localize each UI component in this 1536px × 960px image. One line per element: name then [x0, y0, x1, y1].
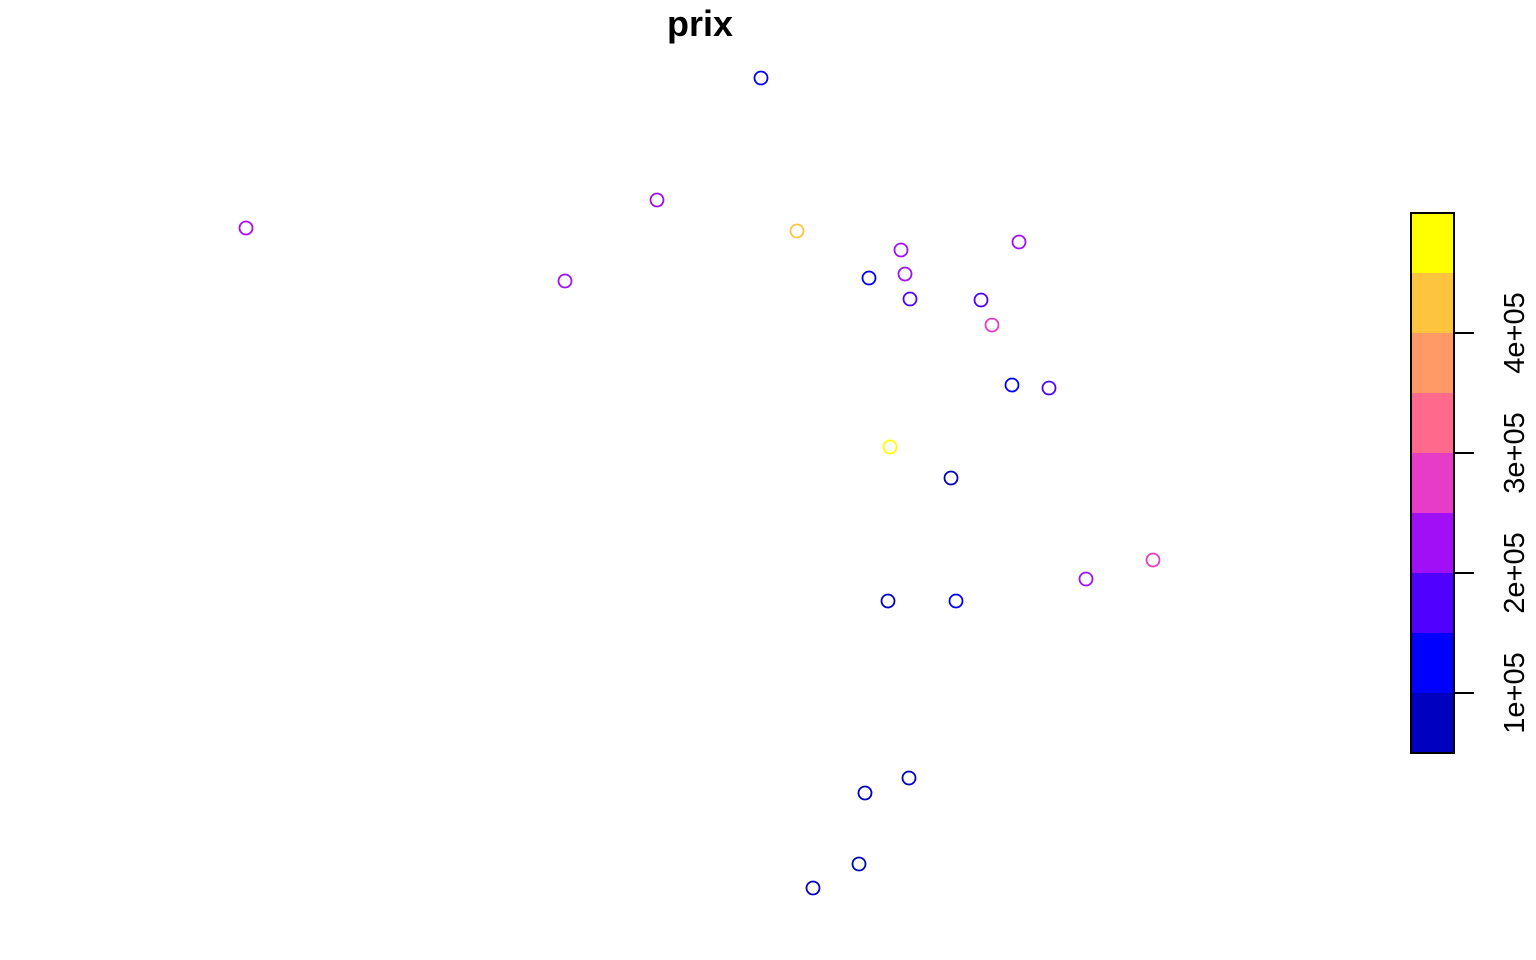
scatter-point-2 — [649, 192, 665, 208]
colorbar-swatch-7 — [1411, 273, 1454, 333]
scatter-point-10 — [973, 292, 989, 308]
colorbar-legend: 1e+05 2e+05 3e+05 4e+05 — [1410, 212, 1531, 754]
scatter-point-12 — [1004, 377, 1020, 393]
colorbar-tick-label-1: 2e+05 — [1499, 532, 1531, 613]
scatter-point-3 — [789, 223, 805, 239]
colorbar-swatch-5 — [1411, 393, 1454, 453]
colorbar-tick-label-0: 1e+05 — [1499, 652, 1531, 733]
scatter-point-6 — [1011, 234, 1027, 250]
scatter-point-22 — [851, 856, 867, 872]
colorbar-tick-label-3: 4e+05 — [1499, 292, 1531, 373]
chart-title: prix — [667, 3, 733, 44]
colorbar-swatch-3 — [1411, 513, 1454, 573]
colorbar-swatches — [1411, 213, 1454, 753]
scatter-point-14 — [882, 439, 898, 455]
scatter-points — [238, 70, 1161, 896]
colorbar-swatch-2 — [1411, 573, 1454, 633]
scatter-point-16 — [1145, 552, 1161, 568]
scatter-point-17 — [1078, 571, 1094, 587]
colorbar-tick-label-2: 3e+05 — [1499, 412, 1531, 493]
scatter-point-4 — [557, 273, 573, 289]
colorbar-swatch-4 — [1411, 453, 1454, 513]
scatter-point-11 — [984, 317, 1000, 333]
scatter-point-13 — [1041, 380, 1057, 396]
scatter-point-1 — [238, 220, 254, 236]
scatter-point-21 — [857, 785, 873, 801]
scatter-point-8 — [897, 266, 913, 282]
scatter-point-9 — [902, 291, 918, 307]
colorbar-swatch-8 — [1411, 213, 1454, 273]
scatter-point-7 — [861, 270, 877, 286]
colorbar-swatch-0 — [1411, 693, 1454, 753]
colorbar-ticks: 1e+05 2e+05 3e+05 4e+05 — [1454, 292, 1531, 734]
colorbar-frame — [1410, 212, 1455, 754]
scatter-point-18 — [880, 593, 896, 609]
colorbar-swatch-1 — [1411, 633, 1454, 693]
scatter-point-23 — [805, 880, 821, 896]
scatter-point-20 — [901, 770, 917, 786]
scatter-point-19 — [948, 593, 964, 609]
colorbar-swatch-6 — [1411, 333, 1454, 393]
scatter-point-15 — [943, 470, 959, 486]
scatter-point-0 — [753, 70, 769, 86]
scatter-point-5 — [893, 242, 909, 258]
